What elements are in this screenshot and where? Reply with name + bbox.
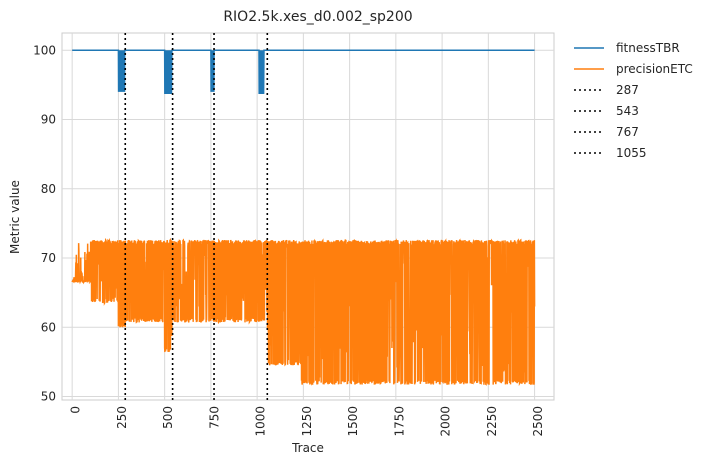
x-axis-label: Trace <box>291 441 324 455</box>
x-axis-ticks: 0 250 500 750 1000 1250 1500 1750 2000 2250 2500 <box>69 406 545 437</box>
y-tick-label: 80 <box>41 182 56 196</box>
x-tick-label: 1500 <box>346 406 360 437</box>
y-tick-label: 70 <box>41 251 56 265</box>
x-tick-label: 0 <box>69 406 83 414</box>
plot-area <box>61 32 555 401</box>
series-fitnessTBR <box>72 49 535 94</box>
legend: fitnessTBR precisionETC 287 543 767 1055 <box>574 41 693 160</box>
y-tick-label: 50 <box>41 390 56 404</box>
drift-lines <box>124 33 269 400</box>
series-precisionETC <box>71 237 536 387</box>
legend-label: 543 <box>616 104 639 118</box>
x-tick-label: 500 <box>161 406 175 429</box>
series-layer <box>71 49 536 387</box>
y-tick-label: 90 <box>41 113 56 127</box>
x-tick-label: 1000 <box>254 406 268 437</box>
legend-label: 287 <box>616 83 639 97</box>
x-tick-label: 2000 <box>439 406 453 437</box>
legend-label: precisionETC <box>616 62 693 76</box>
y-axis-label: Metric value <box>8 180 22 254</box>
x-tick-label: 750 <box>207 406 221 429</box>
x-tick-label: 1250 <box>300 406 314 437</box>
legend-label: 767 <box>616 125 639 139</box>
legend-label: 1055 <box>616 146 647 160</box>
x-tick-label: 1750 <box>392 406 406 437</box>
legend-label: fitnessTBR <box>616 41 680 55</box>
y-axis-ticks: 50 60 70 80 90 100 <box>33 43 56 403</box>
x-tick-label: 2250 <box>485 406 499 437</box>
y-tick-label: 60 <box>41 320 56 334</box>
chart-title: RIO2.5k.xes_d0.002_sp200 <box>223 9 412 25</box>
x-tick-label: 250 <box>115 406 129 429</box>
y-tick-label: 100 <box>33 43 56 57</box>
x-tick-label: 2500 <box>531 406 545 437</box>
